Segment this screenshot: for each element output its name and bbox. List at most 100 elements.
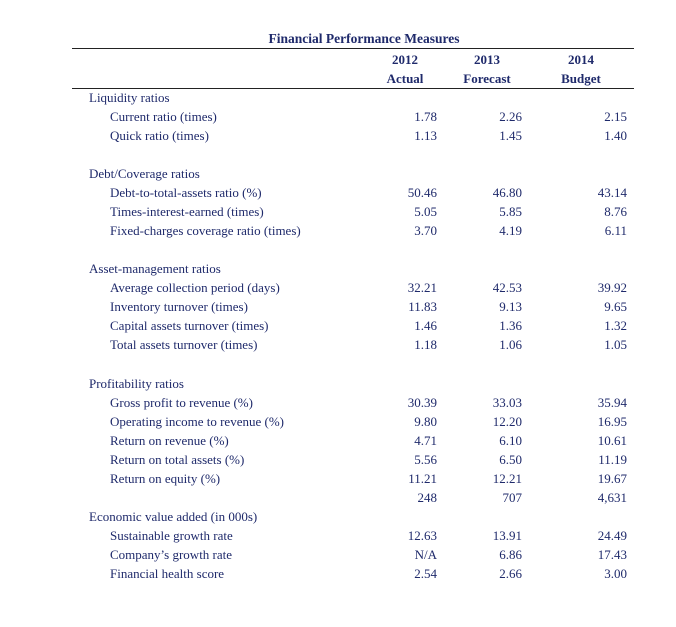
cell-2013: 6.50 — [499, 452, 522, 467]
table-row: Times-interest-earned (times) 5.05 5.85 … — [0, 202, 676, 221]
row-label: Average collection period (days) — [110, 280, 280, 295]
cell-2014: 8.76 — [604, 204, 627, 219]
cell-2012: N/A — [414, 547, 437, 562]
cell-2013: 5.85 — [499, 204, 522, 219]
cell-2013: 4.19 — [499, 223, 522, 238]
cell-2014: 17.43 — [597, 547, 627, 562]
table-row: Inventory turnover (times) 11.83 9.13 9.… — [0, 297, 676, 316]
cell-2013: 13.91 — [492, 528, 522, 543]
row-label: Fixed-charges coverage ratio (times) — [110, 223, 301, 238]
table-row: Average collection period (days) 32.21 4… — [0, 278, 676, 297]
cell-2013: 42.53 — [492, 280, 522, 295]
section-heading-row: Liquidity ratios — [0, 88, 676, 107]
cell-2012: 2.54 — [414, 566, 437, 581]
table-row: Gross profit to revenue (%) 30.39 33.03 … — [0, 393, 676, 412]
cell-2012: 248 — [417, 490, 438, 505]
cell-2013: 9.13 — [499, 299, 522, 314]
table-row: Total assets turnover (times) 1.18 1.06 … — [0, 335, 676, 354]
cell-2014: 2.15 — [604, 109, 627, 124]
column-type-actual: Actual — [386, 71, 424, 86]
cell-2012: 1.18 — [414, 337, 437, 352]
cell-2012: 1.78 — [414, 109, 437, 124]
table-row: 248 707 4,631 — [0, 488, 676, 507]
column-type-forecast: Forecast — [463, 71, 511, 86]
cell-2012: 11.83 — [408, 299, 437, 314]
cell-2012: 3.70 — [414, 223, 437, 238]
row-label: Current ratio (times) — [110, 109, 217, 124]
column-year-2012: 2012 — [392, 52, 418, 67]
table-row: Return on equity (%) 11.21 12.21 19.67 — [0, 469, 676, 488]
table-row: Return on revenue (%) 4.71 6.10 10.61 — [0, 431, 676, 450]
cell-2014: 6.11 — [604, 223, 627, 238]
cell-2014: 10.61 — [597, 433, 627, 448]
row-label: Sustainable growth rate — [110, 528, 233, 543]
table-row: Capital assets turnover (times) 1.46 1.3… — [0, 316, 676, 335]
cell-2014: 4,631 — [597, 490, 627, 505]
cell-2013: 12.20 — [492, 414, 522, 429]
cell-2013: 1.06 — [499, 337, 522, 352]
table-row: Quick ratio (times) 1.13 1.45 1.40 — [0, 126, 676, 145]
cell-2012: 30.39 — [407, 395, 437, 410]
cell-2013: 6.86 — [499, 547, 522, 562]
table-row: Fixed-charges coverage ratio (times) 3.7… — [0, 221, 676, 240]
cell-2012: 1.46 — [414, 318, 437, 333]
table-title: Financial Performance Measures — [268, 31, 460, 46]
cell-2014: 9.65 — [604, 299, 627, 314]
cell-2014: 16.95 — [597, 414, 627, 429]
column-year-2014: 2014 — [568, 52, 594, 67]
row-label: Times-interest-earned (times) — [110, 204, 264, 219]
section-heading: Asset-management ratios — [89, 261, 221, 276]
cell-2014: 39.92 — [597, 280, 627, 295]
table-row: Current ratio (times) 1.78 2.26 2.15 — [0, 107, 676, 126]
row-label: Quick ratio (times) — [110, 128, 209, 143]
section-heading-row: Economic value added (in 000s) — [0, 507, 676, 526]
row-label: Return on revenue (%) — [110, 433, 229, 448]
cell-2014: 1.40 — [604, 128, 627, 143]
cell-2013: 2.26 — [499, 109, 522, 124]
row-label: Inventory turnover (times) — [110, 299, 248, 314]
row-label: Capital assets turnover (times) — [110, 318, 269, 333]
row-label: Debt-to-total-assets ratio (%) — [110, 185, 262, 200]
cell-2012: 32.21 — [407, 280, 437, 295]
section-heading: Debt/Coverage ratios — [89, 166, 200, 181]
section-heading-row: Debt/Coverage ratios — [0, 164, 676, 183]
cell-2013: 33.03 — [492, 395, 522, 410]
cell-2014: 1.32 — [604, 318, 627, 333]
section-heading: Profitability ratios — [89, 376, 184, 391]
table-row: Return on total assets (%) 5.56 6.50 11.… — [0, 450, 676, 469]
section-heading: Economic value added (in 000s) — [89, 509, 258, 524]
row-label: Company’s growth rate — [110, 547, 233, 562]
cell-2014: 35.94 — [597, 395, 627, 410]
header-top-rule — [72, 48, 634, 49]
row-label: Operating income to revenue (%) — [110, 414, 284, 429]
section-heading: Liquidity ratios — [89, 90, 170, 105]
cell-2012: 4.71 — [414, 433, 437, 448]
row-label: Return on equity (%) — [110, 471, 221, 486]
row-label: Financial health score — [110, 566, 225, 581]
cell-2012: 9.80 — [414, 414, 437, 429]
cell-2014: 24.49 — [597, 528, 627, 543]
cell-2012: 1.13 — [414, 128, 437, 143]
column-year-2013: 2013 — [474, 52, 500, 67]
cell-2013: 2.66 — [499, 566, 522, 581]
cell-2012: 50.46 — [407, 185, 437, 200]
cell-2013: 46.80 — [492, 185, 522, 200]
table-row: Company’s growth rate N/A 6.86 17.43 — [0, 545, 676, 564]
section-heading-row: Asset-management ratios — [0, 259, 676, 278]
cell-2012: 12.63 — [407, 528, 437, 543]
cell-2013: 1.36 — [499, 318, 522, 333]
cell-2013: 6.10 — [499, 433, 522, 448]
cell-2013: 1.45 — [499, 128, 522, 143]
cell-2013: 12.21 — [492, 471, 522, 486]
cell-2014: 3.00 — [604, 566, 627, 581]
row-label: Total assets turnover (times) — [110, 337, 258, 352]
table-row: Sustainable growth rate 12.63 13.91 24.4… — [0, 526, 676, 545]
row-label: Return on total assets (%) — [110, 452, 245, 467]
column-type-budget: Budget — [561, 71, 601, 86]
cell-2014: 1.05 — [604, 337, 627, 352]
cell-2014: 11.19 — [598, 452, 627, 467]
table-row: Debt-to-total-assets ratio (%) 50.46 46.… — [0, 183, 676, 202]
row-label: Gross profit to revenue (%) — [110, 395, 253, 410]
header-bottom-rule — [72, 88, 634, 89]
cell-2012: 5.05 — [414, 204, 437, 219]
